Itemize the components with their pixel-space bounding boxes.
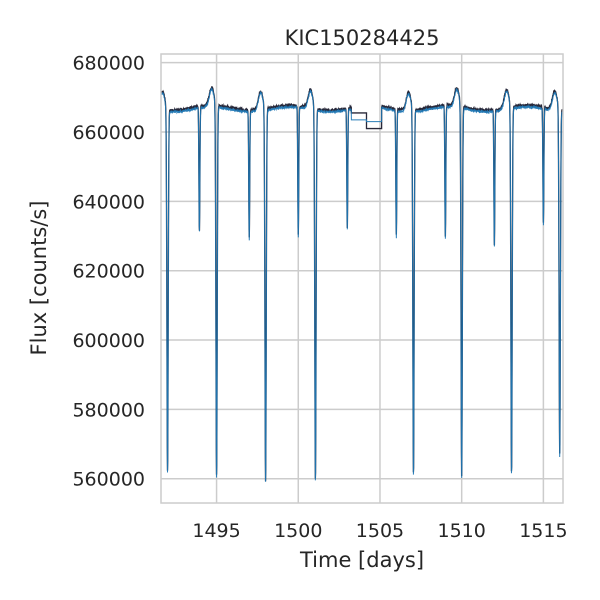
y-axis-label: Flux [counts/s]	[27, 201, 51, 356]
x-axis-label: Time [days]	[299, 548, 424, 572]
y-tick-label: 640000	[72, 191, 145, 213]
y-tick-label: 600000	[72, 330, 145, 352]
x-tick-label: 1505	[356, 520, 404, 542]
x-tick-label: 1500	[274, 520, 322, 542]
light-curve-series-2	[161, 87, 564, 482]
y-tick-label: 620000	[72, 261, 145, 283]
x-tick-label: 1515	[519, 520, 567, 542]
y-tick-label: 560000	[72, 469, 145, 491]
axes-frame	[160, 53, 564, 504]
series-layer	[161, 86, 564, 482]
tick-labels: 1495 1500 1505 1510 1515 560000 580000 600000 62…	[72, 53, 567, 542]
x-tick-label: 1495	[192, 520, 240, 542]
chart-title: KIC150284425	[285, 26, 440, 50]
light-curve-series-1	[161, 86, 564, 482]
y-tick-label: 580000	[72, 399, 145, 421]
grid	[161, 54, 563, 503]
y-tick-label: 680000	[72, 53, 145, 75]
y-tick-label: 660000	[72, 122, 145, 144]
x-tick-label: 1510	[438, 520, 486, 542]
